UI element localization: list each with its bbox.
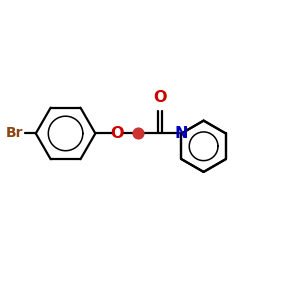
Text: O: O <box>153 90 166 105</box>
Text: O: O <box>110 126 124 141</box>
Text: Br: Br <box>6 127 23 140</box>
Point <box>136 131 141 136</box>
Text: N: N <box>175 126 188 141</box>
